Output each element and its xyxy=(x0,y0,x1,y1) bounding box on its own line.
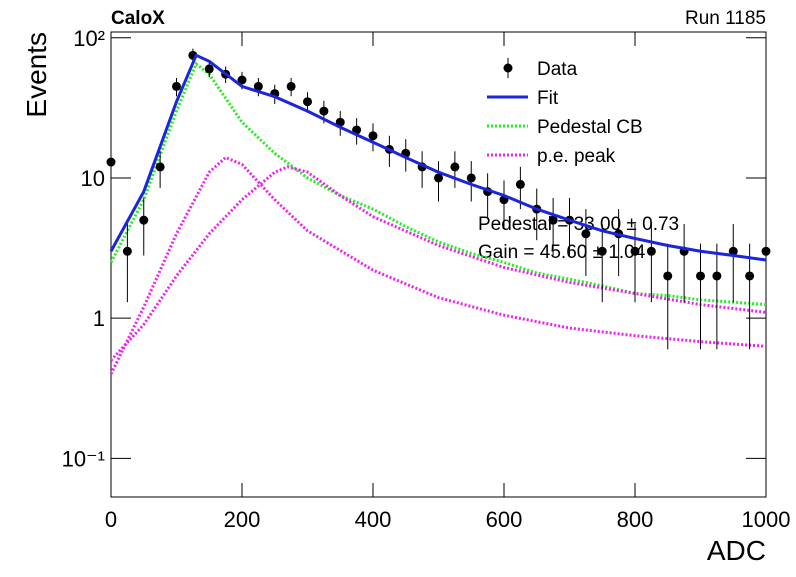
x-axis-label: ADC xyxy=(707,535,766,566)
data-point xyxy=(696,271,705,281)
data-point xyxy=(303,97,312,107)
data-point xyxy=(712,271,722,281)
x-tick-label: 1000 xyxy=(742,507,791,532)
data-point xyxy=(597,246,607,256)
data-point xyxy=(728,246,738,256)
data-point xyxy=(122,246,132,256)
legend-label: p.e. peak xyxy=(537,146,616,167)
data-point xyxy=(368,131,378,141)
chart-subtitle: Run 1185 xyxy=(685,8,766,29)
data-point xyxy=(155,162,165,172)
annotation: Gain = 45.60 ± 1.04 xyxy=(478,242,646,263)
data-point xyxy=(646,246,656,256)
data-point xyxy=(335,117,345,127)
data-point xyxy=(286,81,296,91)
x-tick-label: 600 xyxy=(486,507,523,532)
data-point xyxy=(663,271,673,281)
data-point xyxy=(253,81,263,91)
data-point xyxy=(581,229,591,239)
data-point xyxy=(237,75,247,85)
y-tick-label: 10² xyxy=(73,26,105,51)
data-point xyxy=(630,246,640,256)
data-point xyxy=(450,162,460,172)
y-tick-label: 10 xyxy=(81,166,105,191)
data-point xyxy=(319,106,329,116)
data-point xyxy=(745,271,755,281)
legend-swatch xyxy=(503,63,513,73)
legend-label: Fit xyxy=(537,88,559,109)
x-tick-label: 200 xyxy=(224,507,261,532)
y-tick-label: 1 xyxy=(93,306,105,331)
curve xyxy=(109,53,767,262)
legend-label: Data xyxy=(537,59,578,80)
x-tick-label: 400 xyxy=(355,507,392,532)
y-axis-label: Events xyxy=(21,32,52,118)
legend-label: Pedestal CB xyxy=(537,117,643,138)
data-point xyxy=(204,64,214,74)
y-tick-label: 10⁻¹ xyxy=(62,446,105,471)
chart-title: CaloX xyxy=(111,8,165,29)
data-point xyxy=(466,173,476,183)
x-tick-label: 0 xyxy=(105,507,117,532)
x-tick-label: 800 xyxy=(617,507,654,532)
data-point xyxy=(139,215,149,225)
data-point xyxy=(515,179,525,189)
data-point xyxy=(106,157,116,167)
data-point xyxy=(172,81,181,91)
curve xyxy=(109,155,767,375)
curve xyxy=(109,61,767,307)
data-point xyxy=(761,246,771,256)
data-point xyxy=(548,215,558,225)
data-point xyxy=(434,173,443,183)
